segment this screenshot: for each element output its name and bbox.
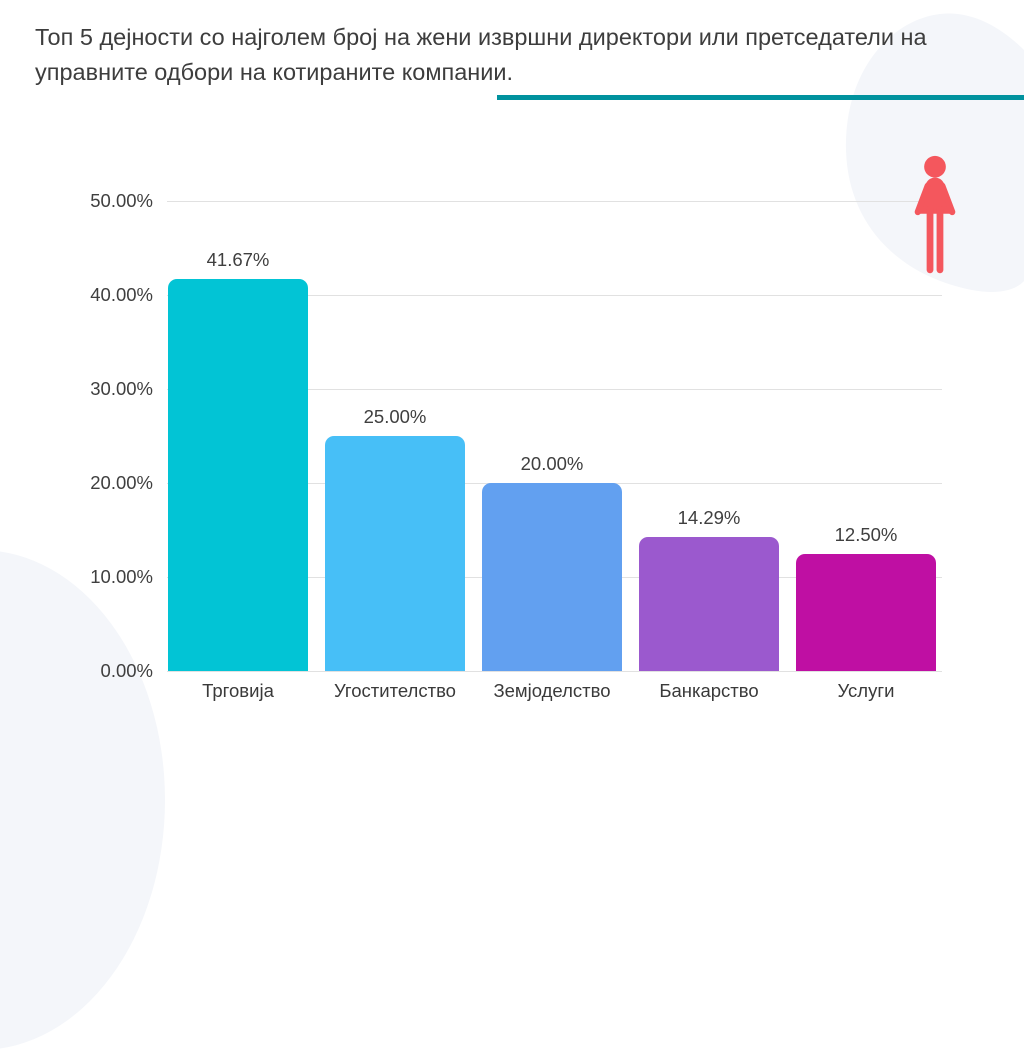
bar-value-label: 25.00%: [363, 406, 427, 427]
bar-chart: 0.00% 10.00% 20.00% 30.00% 40.00% 50.00% 41.67…: [90, 190, 942, 701]
chart-title: Топ 5 дејности со најголем број на жени …: [35, 24, 927, 85]
bar-value-label: 41.67%: [206, 249, 270, 271]
x-axis-category-label: Банкарство: [659, 680, 759, 701]
bar: [796, 553, 936, 671]
gridline: [167, 201, 942, 202]
y-axis-tick-label: 30.00%: [90, 378, 153, 399]
x-axis-category-label: Трговија: [202, 680, 274, 701]
title-accent-line: [497, 95, 1024, 100]
y-axis-tick-label: 0.00%: [100, 660, 153, 681]
bar-value-label: 20.00%: [520, 453, 584, 474]
bar-value-label: 14.29%: [677, 506, 741, 528]
bar-value-label: 12.50%: [834, 523, 898, 545]
gridline: [167, 671, 942, 672]
woman-icon: [914, 155, 956, 274]
bar: [168, 279, 308, 671]
decor-blob-top-right: [845, 13, 1024, 292]
bar: [325, 436, 465, 671]
y-axis-tick-label: 40.00%: [90, 284, 153, 305]
gridline: [167, 389, 942, 390]
y-axis-tick-label: 50.00%: [90, 190, 153, 211]
gridline: [167, 295, 942, 296]
y-axis-tick-label: 10.00%: [90, 566, 153, 587]
y-axis-tick-label: 20.00%: [90, 472, 153, 493]
x-axis-category-label: Угостителство: [334, 680, 456, 701]
x-axis-category-label: Земјоделство: [493, 680, 611, 701]
bar: [482, 483, 622, 671]
bar: [639, 536, 779, 671]
x-axis-category-label: Услуги: [837, 680, 895, 701]
